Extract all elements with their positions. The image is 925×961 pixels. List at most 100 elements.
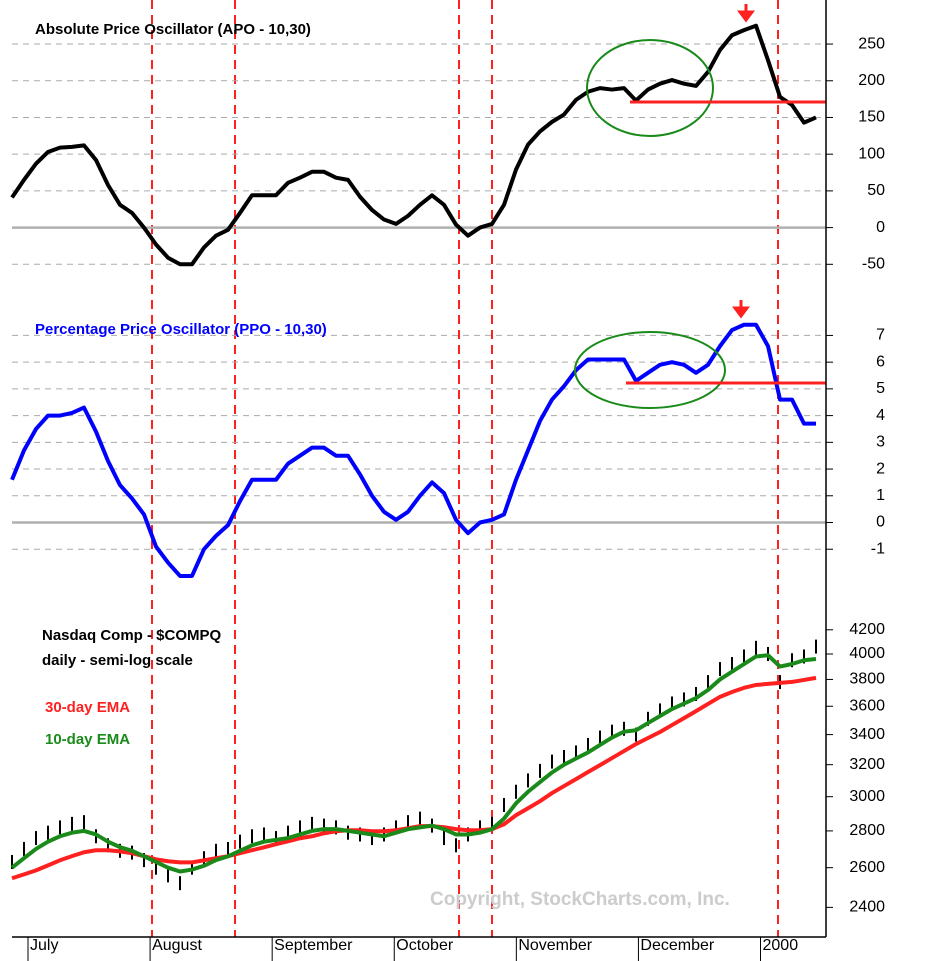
price-bar: [59, 820, 61, 835]
price-bar: [491, 816, 493, 831]
price-bar: [551, 754, 553, 769]
price-bar: [659, 703, 661, 718]
price-bar: [323, 818, 325, 833]
y-tick-label: 4000: [849, 645, 885, 662]
y-tick-label: 1: [876, 487, 885, 504]
highlight-ellipse: [586, 39, 714, 137]
x-tick-label: December: [640, 937, 714, 954]
panel-title: Absolute Price Oscillator (APO - 10,30): [35, 21, 311, 38]
x-tick-label: October: [396, 937, 454, 954]
price-bar: [311, 816, 313, 831]
plots: -50 0 50 100 150 200 250 -1 0 1 2 3 4 5 6 7 2400 2600 2800…: [10, 23, 885, 961]
price-bar: [815, 639, 817, 654]
price-bar: [479, 820, 481, 835]
price-bar: [11, 854, 13, 869]
price-bar: [47, 825, 49, 840]
price-bar: [239, 834, 241, 849]
price-bar: [635, 727, 637, 742]
price-bar: [395, 820, 397, 835]
price-bar: [167, 868, 169, 883]
price-bar: [623, 721, 625, 736]
series-line: [10, 322, 816, 578]
y-tick-label: 6: [876, 353, 885, 370]
y-tick-label: 3400: [849, 726, 885, 743]
y-tick-label: 250: [858, 35, 885, 52]
price-bar: [371, 831, 373, 846]
highlights: [574, 4, 826, 409]
panel-title: Nasdaq Comp - $COMPQ: [42, 627, 222, 644]
price-bar: [515, 784, 517, 799]
x-tick-label: July: [30, 937, 58, 954]
price-bar: [407, 815, 409, 830]
price-bar: [419, 811, 421, 826]
price-bar: [707, 675, 709, 690]
y-tick-label: 100: [858, 145, 885, 162]
price-bar: [719, 662, 721, 677]
y-tick-label: 200: [858, 72, 885, 89]
y-tick-label: 2600: [849, 859, 885, 876]
series-line: [10, 23, 817, 267]
price-bar: [287, 825, 289, 840]
price-bar: [455, 838, 457, 853]
price-bar: [527, 773, 529, 788]
y-tick-label: 50: [867, 182, 885, 199]
price-bar: [743, 649, 745, 664]
y-tick-label: 0: [876, 514, 885, 531]
price-bar: [263, 827, 265, 842]
legend-label: 30-day EMA: [45, 699, 130, 716]
y-tick-label: 2: [876, 460, 885, 477]
price-bar: [671, 696, 673, 711]
arrow: [732, 300, 750, 319]
series-line: [10, 653, 817, 874]
price-bar: [23, 841, 25, 856]
x-tick-label: November: [518, 937, 592, 954]
price-bar: [539, 763, 541, 778]
copyright: Copyright, StockCharts.com, Inc.: [430, 889, 730, 910]
y-tick-label: 3000: [849, 788, 885, 805]
price-bar: [215, 843, 217, 858]
price-bar: [35, 831, 37, 846]
price-bar: [599, 730, 601, 745]
price-bar: [503, 798, 505, 813]
price-bar: [563, 749, 565, 764]
price-bar: [587, 737, 589, 752]
price-bar: [755, 640, 757, 655]
price-bar: [299, 820, 301, 835]
price-bar: [611, 724, 613, 739]
x-tick-label: 2000: [763, 937, 799, 954]
price-bar: [803, 649, 805, 664]
arrow: [737, 4, 755, 23]
y-tick-label: 3800: [849, 671, 885, 688]
y-tick-label: 3600: [849, 697, 885, 714]
y-tick-label: 5: [876, 380, 885, 397]
panel-title: Percentage Price Oscillator (PPO - 10,30…: [35, 321, 327, 338]
price-bar: [203, 851, 205, 866]
y-tick-label: -1: [871, 540, 885, 557]
y-tick-label: 4: [876, 407, 885, 424]
y-tick-label: 3200: [849, 756, 885, 773]
y-tick-label: 2400: [849, 899, 885, 916]
price-bar: [155, 860, 157, 875]
y-tick-label: 0: [876, 219, 885, 236]
y-tick-label: -50: [862, 256, 885, 273]
y-tick-label: 3: [876, 434, 885, 451]
price-bar: [179, 876, 181, 891]
price-bar: [107, 838, 109, 853]
y-tick-label: 150: [858, 109, 885, 126]
y-tick-label: 4200: [849, 621, 885, 638]
price-bar: [251, 829, 253, 844]
price-bar: [647, 711, 649, 726]
price-bar: [143, 853, 145, 868]
price-bar: [71, 816, 73, 831]
x-tick-label: August: [152, 937, 202, 954]
price-bar: [695, 687, 697, 702]
price-bar: [731, 657, 733, 672]
y-tick-label: 2800: [849, 822, 885, 839]
price-bar: [575, 745, 577, 760]
panel-subtitle: daily - semi-log scale: [42, 652, 193, 669]
price-bar: [683, 692, 685, 707]
legend-label: 10-day EMA: [45, 731, 130, 748]
price-bar: [83, 815, 85, 830]
price-bar: [227, 841, 229, 856]
